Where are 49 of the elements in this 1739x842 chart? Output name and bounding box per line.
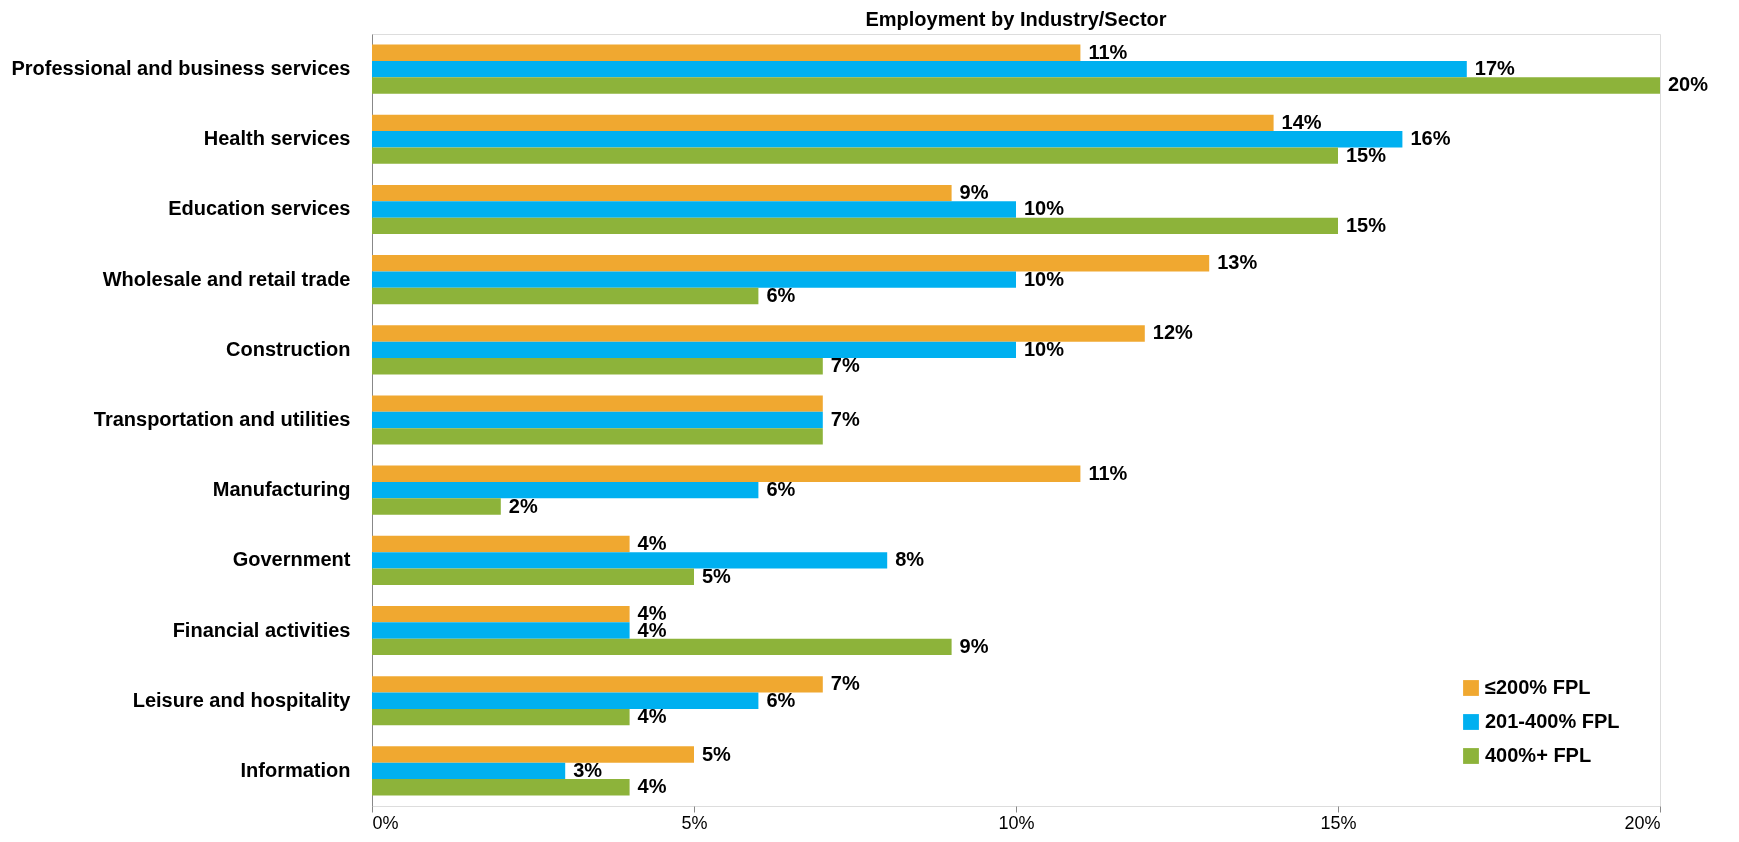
y-tick-label: Professional and business services [11,57,351,80]
data-label: 11% [1088,40,1128,63]
data-label: 10% [1024,197,1065,220]
data-label: 3% [573,758,603,781]
x-tick-label: 0% [372,812,399,833]
data-label: 11% [1088,461,1128,484]
data-label: 10% [1024,337,1065,360]
y-tick-label: Education services [168,197,351,220]
y-tick-label: Financial activities [172,618,351,641]
x-tick-label: 10% [998,812,1035,833]
data-label: 5% [702,742,732,765]
data-label: 7% [830,354,860,377]
data-label: 9% [959,181,989,204]
data-label: 7% [830,408,860,430]
data-label: 6% [766,284,796,307]
data-label: 20% [1668,73,1709,96]
y-tick-label: Health services [203,127,351,150]
data-label: 10% [1024,267,1065,290]
data-label: 15% [1346,143,1387,166]
y-tick-label: Leisure and hospitality [132,688,352,711]
data-label: 6% [766,688,796,711]
chart-title: Employment by Industry/Sector [865,8,1167,30]
data-label: 16% [1410,127,1451,150]
legend-label: 400%+ FPL [1485,744,1592,766]
data-label: 9% [959,634,989,657]
y-tick-label: Construction [226,337,351,360]
data-label: 4% [637,705,667,728]
data-label: 2% [508,494,538,517]
data-label: 5% [702,564,732,587]
data-label: 12% [1152,321,1194,344]
data-label: 8% [895,548,925,571]
data-label: 6% [766,478,796,501]
legend-label: 201-400% FPL [1485,710,1620,732]
data-label: 17% [1474,57,1516,80]
data-label: 4% [637,531,667,554]
data-label: 4% [637,775,667,798]
data-label: 14% [1281,110,1322,133]
data-label: 15% [1346,213,1387,236]
x-tick-label: 15% [1320,812,1357,833]
y-tick-label: Transportation and utilities [93,408,351,430]
data-label: 13% [1217,251,1258,274]
x-tick-label: 20% [1624,812,1661,833]
y-tick-label: Manufacturing [212,478,351,501]
x-tick-label: 5% [681,812,708,833]
y-tick-label: Information [240,758,351,781]
y-tick-label: Wholesale and retail trade [102,267,351,290]
legend-label: ≤200% FPL [1485,676,1591,698]
data-label: 7% [830,672,860,695]
y-tick-label: Government [232,548,351,571]
